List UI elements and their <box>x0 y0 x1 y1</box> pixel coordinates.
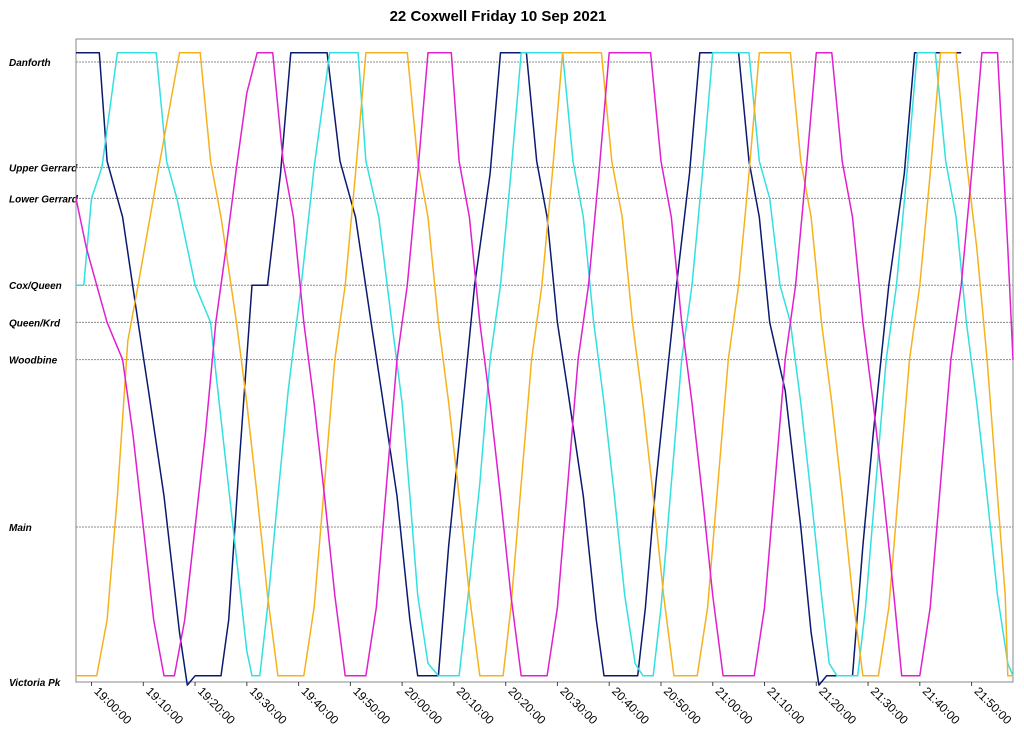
x-tick-label: 20:30:00 <box>557 684 600 727</box>
series-line-2 <box>76 51 1014 677</box>
series-lines <box>75 51 1014 686</box>
x-tick-label: 21:50:00 <box>971 684 1014 727</box>
y-gridlines <box>76 61 1013 528</box>
x-tick-label: 19:40:00 <box>298 684 341 727</box>
y-tick-label: Woodbine <box>9 356 58 367</box>
y-tick-label: Upper Gerrard <box>9 163 78 174</box>
x-tick-label: 20:20:00 <box>506 684 549 727</box>
x-tick-label: 19:00:00 <box>91 684 134 727</box>
x-tick-label: 21:10:00 <box>764 684 807 727</box>
plot-frame <box>75 38 1014 683</box>
x-tick-label: 20:00:00 <box>402 684 445 727</box>
y-tick-label: Cox/Queen <box>9 281 62 292</box>
x-tick-label: 21:20:00 <box>816 684 859 727</box>
x-tick-label: 19:50:00 <box>350 684 393 727</box>
series-line-4 <box>75 51 1014 677</box>
y-tick-label: Victoria Pk <box>9 678 61 689</box>
y-tick-label: Main <box>9 523 32 534</box>
x-tick-label: 19:20:00 <box>195 684 238 727</box>
x-tick-label: 20:10:00 <box>454 684 497 727</box>
x-tick-label: 21:30:00 <box>868 684 911 727</box>
y-tick-label: Danforth <box>9 58 51 69</box>
x-tick-label: 21:40:00 <box>920 684 963 727</box>
x-tick-label: 20:50:00 <box>661 684 704 727</box>
x-tick-label: 21:00:00 <box>713 684 756 727</box>
x-tick-label: 19:10:00 <box>143 684 186 727</box>
series-line-3 <box>76 51 1013 677</box>
x-ticks: 19:00:00 19:10:00 19:20:00 19:30:00 19:40:00… <box>91 682 1015 727</box>
y-tick-label: Queen/Krd <box>9 318 61 329</box>
x-tick-label: 20:40:00 <box>609 684 652 727</box>
x-tick-label: 19:30:00 <box>247 684 290 727</box>
y-tick-label: Lower Gerrard <box>9 194 79 205</box>
chart-title: 22 Coxwell Friday 10 Sep 2021 <box>390 8 607 25</box>
y-tick-labels: Danforth Upper Gerrard Lower Gerrard Cox/Qu… <box>9 58 79 689</box>
